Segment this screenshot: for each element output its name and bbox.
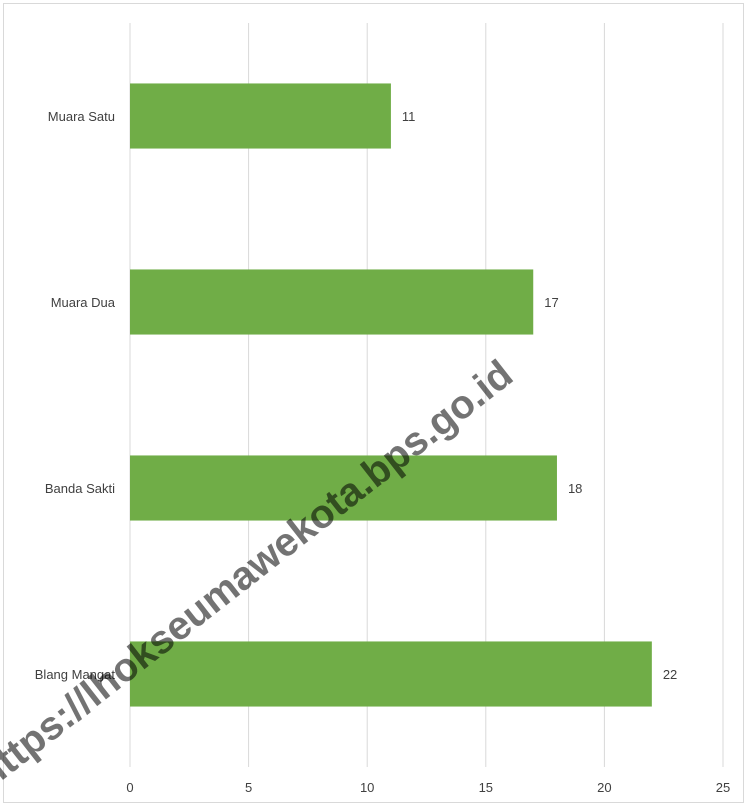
category-label: Blang Mangat — [35, 667, 116, 682]
watermark-text: https://lhokseumawekota.bps.go.id — [0, 352, 521, 797]
x-tick-label: 20 — [597, 780, 611, 795]
category-label: Banda Sakti — [45, 481, 115, 496]
bar-muara-satu — [130, 83, 391, 149]
category-label: Muara Dua — [51, 295, 116, 310]
data-label: 18 — [568, 481, 582, 496]
category-label: Muara Satu — [48, 109, 115, 124]
data-label: 22 — [663, 667, 677, 682]
x-tick-label: 10 — [360, 780, 374, 795]
label-layer: Muara Satu 11 Muara Dua 17 Banda Sakti 18 Blan… — [35, 109, 678, 682]
data-label: 11 — [402, 109, 416, 124]
bar-blang-mangat — [130, 641, 652, 707]
bar-muara-dua — [130, 269, 534, 335]
bar-banda-sakti — [130, 455, 557, 521]
x-tick-label: 0 — [126, 780, 133, 795]
bar-layer — [130, 83, 652, 707]
tick-layer: 0 5 10 15 20 25 — [126, 780, 730, 795]
x-tick-label: 15 — [479, 780, 493, 795]
data-label: 17 — [544, 295, 558, 310]
x-tick-label: 5 — [245, 780, 252, 795]
x-tick-label: 25 — [716, 780, 730, 795]
